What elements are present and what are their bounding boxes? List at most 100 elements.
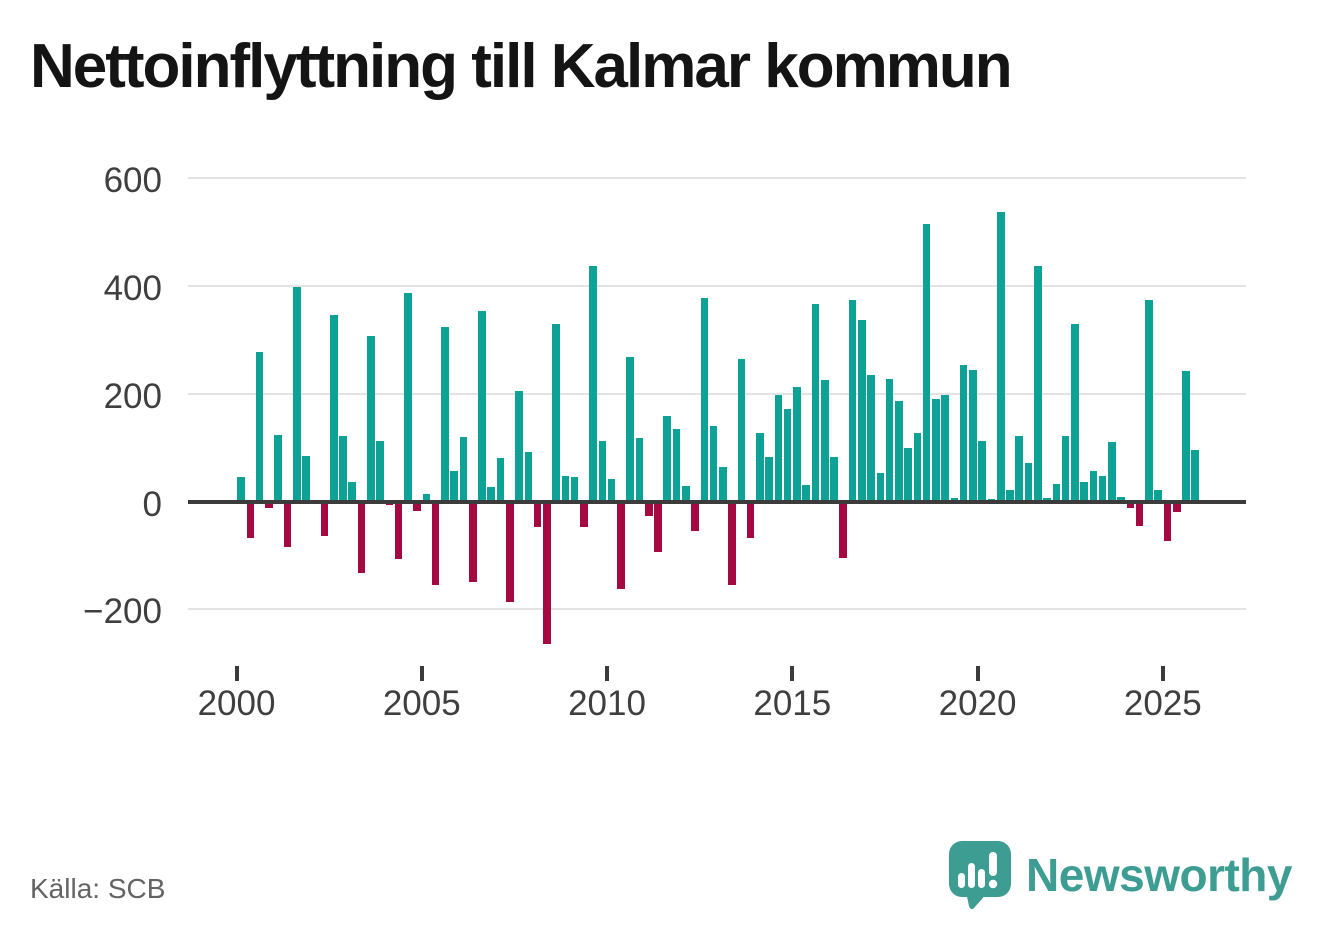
bar-2013-Q4 — [746, 501, 755, 539]
bar-2010-Q4 — [635, 437, 644, 502]
bar-2018-Q2 — [913, 432, 922, 502]
bar-2003-Q2 — [357, 501, 366, 574]
bar-2013-Q2 — [728, 501, 736, 585]
bar-2014-Q4 — [783, 408, 792, 502]
bar-2004-Q2 — [394, 501, 403, 560]
x-tick-2020 — [975, 666, 980, 681]
x-tick-2005 — [419, 666, 424, 681]
bar-2024-Q3 — [1145, 299, 1153, 502]
bar-2016-Q2 — [839, 501, 848, 559]
bar-2022-Q2 — [1061, 435, 1070, 502]
bar-2013-Q3 — [737, 359, 746, 502]
bar-2011-Q4 — [672, 428, 681, 502]
bar-2022-Q1 — [1052, 483, 1061, 502]
bar-2009-Q4 — [598, 440, 607, 502]
bar-2024-Q2 — [1135, 501, 1144, 526]
bar-2000-Q3 — [255, 352, 264, 502]
bar-2024-Q4 — [1154, 490, 1162, 502]
gridline-200 — [188, 392, 1246, 395]
zero-baseline — [188, 499, 1246, 504]
bar-2010-Q1 — [607, 478, 616, 502]
bar-2011-Q2 — [654, 501, 662, 552]
bar-2016-Q4 — [857, 320, 866, 502]
bar-2021-Q1 — [1015, 435, 1024, 502]
bar-2007-Q1 — [496, 458, 505, 502]
bar-2001-Q2 — [283, 501, 292, 547]
bar-2012-Q4 — [709, 426, 718, 502]
bar-2009-Q3 — [589, 266, 597, 502]
source-note: Källa: SCB — [30, 873, 166, 904]
bar-2012-Q1 — [681, 486, 690, 502]
bar-2002-Q4 — [339, 436, 347, 502]
bar-2008-Q1 — [533, 501, 542, 527]
bar-2005-Q3 — [441, 327, 449, 502]
bar-2019-Q1 — [941, 395, 949, 502]
gridline-600 — [188, 177, 1246, 180]
bar-2002-Q2 — [320, 501, 329, 536]
x-tick-label: 2010 — [568, 684, 646, 723]
chart-title: Nettoinflyttning till Kalmar kommun — [30, 32, 1013, 101]
bar-2018-Q4 — [932, 399, 940, 502]
bar-2023-Q3 — [1108, 441, 1116, 502]
bar-2025-Q4 — [1191, 450, 1200, 502]
bar-2008-Q3 — [552, 323, 560, 502]
bar-2004-Q3 — [404, 292, 412, 502]
x-tick-label: 2000 — [197, 684, 276, 723]
bar-2023-Q4 — [1117, 497, 1125, 502]
bar-2015-Q2 — [802, 484, 810, 502]
bar-2006-Q1 — [459, 436, 468, 502]
bar-2006-Q2 — [468, 501, 477, 583]
x-tick-label: 2020 — [938, 684, 1017, 723]
brand-lockup: Newsworthy — [948, 840, 1292, 910]
bar-2025-Q2 — [1172, 501, 1181, 513]
bar-2010-Q3 — [626, 357, 634, 502]
bar-2008-Q4 — [561, 476, 570, 502]
bar-2017-Q1 — [867, 375, 875, 502]
gridline--200 — [188, 608, 1246, 611]
x-tick-2010 — [605, 666, 610, 681]
x-tick-2015 — [790, 666, 795, 681]
bar-2015-Q1 — [793, 387, 801, 502]
bar-2014-Q2 — [765, 457, 773, 502]
bar-2020-Q1 — [978, 440, 986, 502]
newsworthy-logo-icon — [948, 840, 1014, 910]
gridline-400 — [188, 285, 1246, 288]
bar-2000-Q4 — [265, 501, 273, 508]
bar-2023-Q1 — [1089, 470, 1098, 502]
y-tick-label: 400 — [103, 269, 162, 309]
bar-2019-Q3 — [959, 364, 968, 502]
bar-2003-Q4 — [376, 441, 384, 502]
bar-2019-Q4 — [969, 370, 977, 502]
bar-2011-Q3 — [663, 416, 672, 502]
bar-2013-Q1 — [719, 467, 727, 502]
bar-2024-Q1 — [1126, 501, 1135, 508]
bar-2010-Q2 — [617, 501, 625, 589]
bar-2018-Q3 — [922, 224, 931, 502]
x-tick-2025 — [1160, 666, 1165, 681]
bar-2006-Q4 — [487, 486, 496, 502]
bar-2007-Q2 — [505, 501, 514, 602]
bar-2002-Q3 — [329, 314, 338, 502]
bar-2003-Q1 — [348, 482, 357, 502]
brand-name: Newsworthy — [1026, 849, 1292, 901]
bar-2001-Q3 — [292, 287, 301, 502]
bar-2015-Q3 — [811, 304, 820, 502]
bar-2015-Q4 — [820, 379, 829, 502]
bar-2008-Q2 — [543, 501, 551, 645]
bar-2011-Q1 — [644, 501, 653, 517]
bar-2001-Q4 — [302, 456, 310, 502]
bar-2025-Q1 — [1163, 501, 1172, 542]
bar-2009-Q1 — [570, 477, 579, 502]
y-tick-label: 0 — [142, 484, 162, 524]
bar-2005-Q4 — [450, 471, 458, 502]
bar-2017-Q2 — [876, 473, 885, 502]
bar-2022-Q3 — [1071, 323, 1079, 502]
bar-2014-Q3 — [774, 394, 783, 502]
bar-2005-Q1 — [422, 494, 431, 502]
bar-2007-Q4 — [524, 451, 533, 502]
bar-2017-Q4 — [895, 401, 903, 502]
bar-2018-Q1 — [904, 447, 912, 502]
bar-2025-Q3 — [1182, 370, 1190, 502]
y-tick-label: 600 — [103, 161, 162, 201]
